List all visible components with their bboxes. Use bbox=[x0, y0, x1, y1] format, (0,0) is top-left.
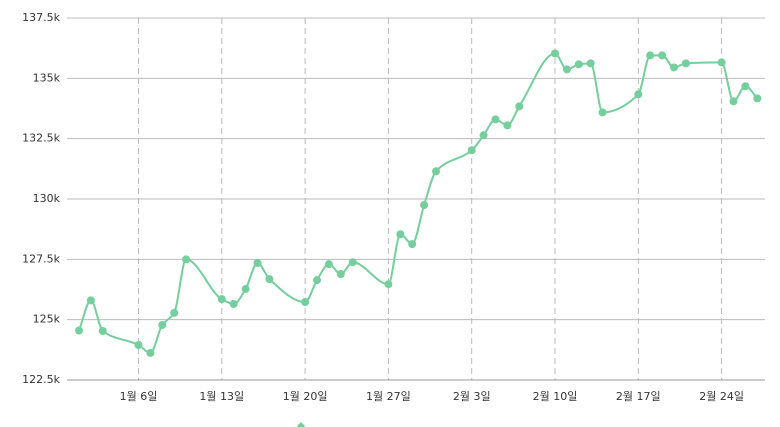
point bbox=[562, 65, 571, 74]
point bbox=[741, 82, 750, 91]
point bbox=[670, 63, 678, 72]
point bbox=[241, 285, 250, 294]
point bbox=[75, 326, 83, 335]
point bbox=[574, 60, 583, 69]
point bbox=[681, 59, 690, 68]
point bbox=[336, 270, 345, 279]
point bbox=[86, 296, 95, 305]
x-tick-label: 2월 10일 bbox=[533, 389, 578, 403]
point bbox=[384, 280, 393, 289]
point bbox=[503, 121, 512, 130]
line bbox=[78, 52, 759, 354]
x-tick-label: 1월 27일 bbox=[366, 389, 411, 403]
x-tick-label: 2월 3일 bbox=[453, 389, 491, 403]
y-tick-label: 135k bbox=[33, 71, 61, 84]
point bbox=[134, 341, 143, 350]
point bbox=[313, 276, 321, 285]
point bbox=[217, 295, 226, 304]
point bbox=[729, 97, 738, 106]
point bbox=[229, 299, 238, 308]
point bbox=[170, 308, 179, 317]
point bbox=[420, 201, 429, 210]
point bbox=[479, 131, 488, 140]
point bbox=[158, 320, 167, 329]
y-tick-label: 130k bbox=[33, 192, 61, 205]
point bbox=[348, 258, 357, 267]
x-tick-label: 1월 13일 bbox=[199, 389, 244, 403]
y-tick-label: 125k bbox=[33, 313, 61, 326]
point bbox=[396, 230, 405, 239]
point bbox=[253, 258, 262, 267]
point bbox=[598, 108, 607, 117]
point bbox=[182, 255, 191, 264]
y-tick-label: 122.5k bbox=[22, 373, 60, 386]
point bbox=[515, 102, 524, 111]
point bbox=[753, 94, 762, 103]
point bbox=[586, 59, 595, 68]
legend-icon bbox=[297, 422, 305, 427]
point bbox=[491, 115, 500, 124]
point bbox=[658, 51, 667, 60]
point bbox=[467, 146, 476, 155]
point bbox=[324, 260, 333, 269]
point bbox=[146, 348, 155, 357]
point bbox=[301, 298, 310, 307]
x-tick-label: 1월 6일 bbox=[120, 389, 158, 403]
x-tick-label: 2월 24일 bbox=[699, 389, 744, 403]
x-tick-label: 1월 20일 bbox=[283, 389, 328, 403]
x-tick-label: 2월 17일 bbox=[616, 389, 661, 403]
point bbox=[634, 90, 643, 99]
y-tick-label: 127.5k bbox=[22, 252, 60, 265]
point bbox=[551, 49, 559, 58]
y-tick-label: 137.5k bbox=[22, 11, 60, 24]
point bbox=[432, 167, 440, 176]
y-tick-label: 132.5k bbox=[22, 132, 60, 145]
point bbox=[265, 275, 274, 284]
point bbox=[408, 240, 417, 249]
point bbox=[98, 327, 107, 336]
point bbox=[646, 51, 655, 60]
point bbox=[717, 58, 726, 67]
